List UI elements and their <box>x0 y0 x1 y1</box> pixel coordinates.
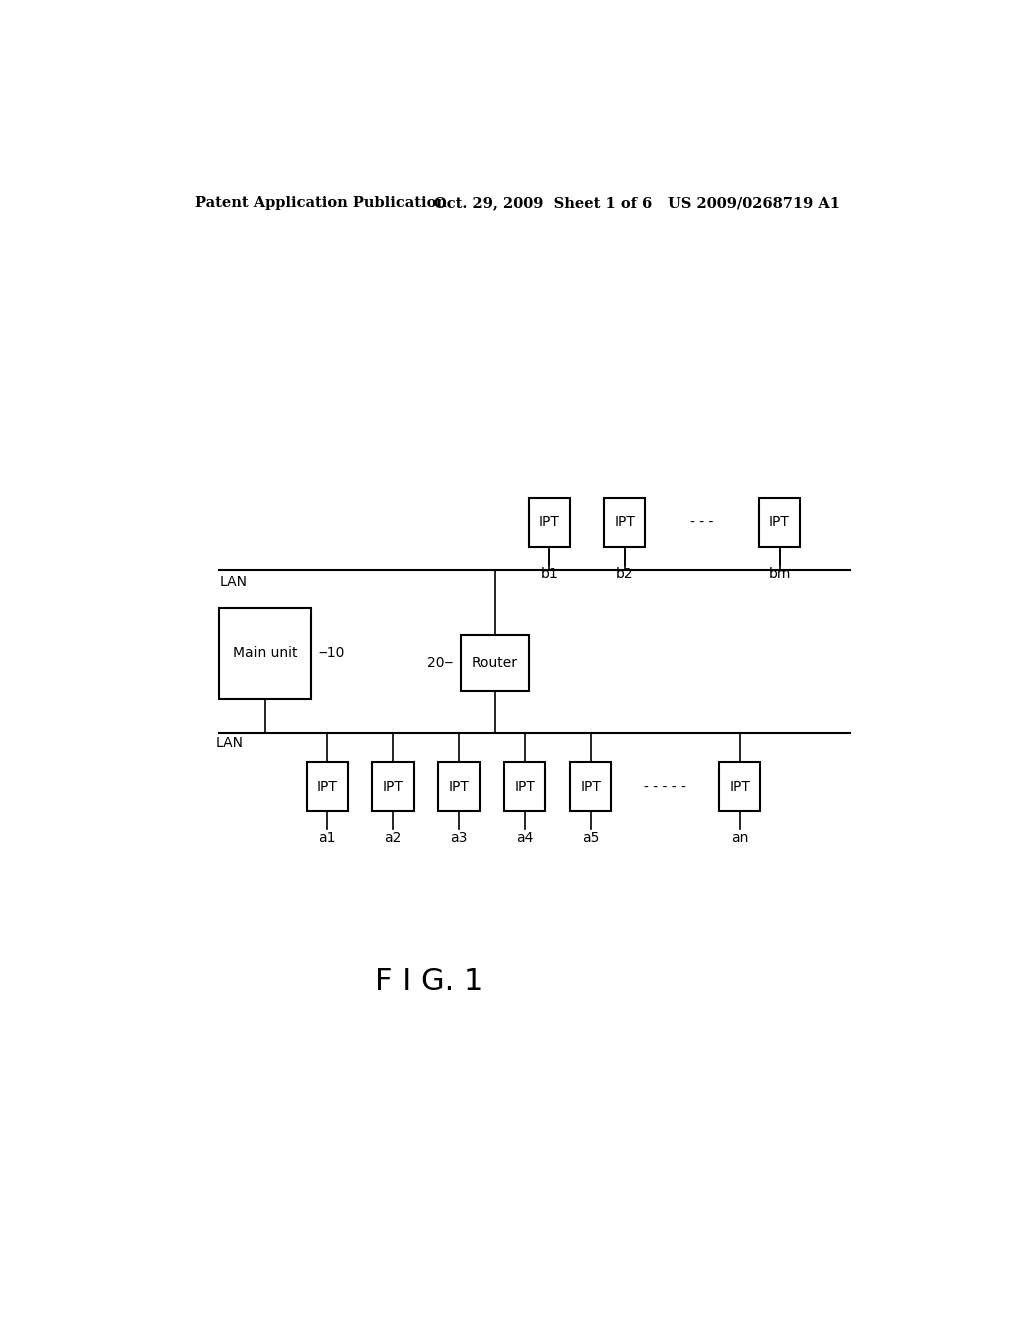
Text: F I G. 1: F I G. 1 <box>376 968 483 997</box>
FancyBboxPatch shape <box>461 635 528 690</box>
FancyBboxPatch shape <box>373 762 414 810</box>
FancyBboxPatch shape <box>306 762 348 810</box>
Text: Patent Application Publication: Patent Application Publication <box>196 195 447 210</box>
FancyBboxPatch shape <box>504 762 546 810</box>
Text: a1: a1 <box>318 832 336 845</box>
Text: Router: Router <box>472 656 518 671</box>
Text: IPT: IPT <box>383 780 403 793</box>
Text: - - - - -: - - - - - <box>644 780 686 793</box>
Text: IPT: IPT <box>449 780 469 793</box>
Text: a4: a4 <box>516 832 534 845</box>
Text: b2: b2 <box>616 568 634 581</box>
FancyBboxPatch shape <box>759 498 800 546</box>
Text: b1: b1 <box>541 568 558 581</box>
FancyBboxPatch shape <box>219 607 310 700</box>
FancyBboxPatch shape <box>719 762 761 810</box>
Text: LAN: LAN <box>219 576 247 589</box>
Text: IPT: IPT <box>614 515 635 529</box>
Text: IPT: IPT <box>539 515 560 529</box>
Text: - - -: - - - <box>690 515 714 529</box>
Text: LAN: LAN <box>215 735 244 750</box>
FancyBboxPatch shape <box>570 762 611 810</box>
Text: an: an <box>731 832 749 845</box>
Text: Main unit: Main unit <box>232 647 297 660</box>
Text: IPT: IPT <box>514 780 536 793</box>
Text: IPT: IPT <box>316 780 338 793</box>
Text: a2: a2 <box>384 832 401 845</box>
Text: Oct. 29, 2009  Sheet 1 of 6: Oct. 29, 2009 Sheet 1 of 6 <box>433 195 652 210</box>
Text: ‒10: ‒10 <box>318 647 345 660</box>
FancyBboxPatch shape <box>528 498 570 546</box>
Text: a3: a3 <box>451 832 468 845</box>
Text: a5: a5 <box>582 832 599 845</box>
FancyBboxPatch shape <box>438 762 479 810</box>
FancyBboxPatch shape <box>604 498 645 546</box>
Text: IPT: IPT <box>729 780 751 793</box>
Text: IPT: IPT <box>581 780 601 793</box>
Text: IPT: IPT <box>769 515 790 529</box>
Text: 20‒: 20‒ <box>427 656 454 671</box>
Text: bm: bm <box>768 568 791 581</box>
Text: US 2009/0268719 A1: US 2009/0268719 A1 <box>668 195 840 210</box>
